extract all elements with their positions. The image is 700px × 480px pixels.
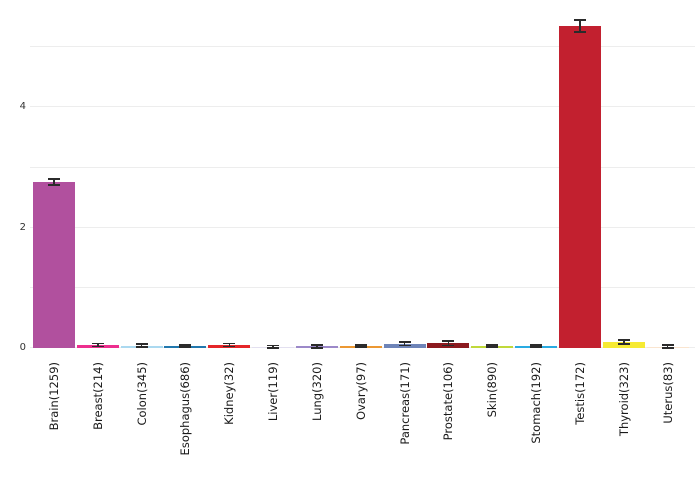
x-axis-label-ovary: Ovary(97) [353, 362, 368, 421]
error-bar-cap-thyroid [617, 342, 630, 345]
error-bar-stomach [535, 344, 537, 348]
error-bar-cap-skin [486, 345, 499, 348]
error-bar-cap-colon [135, 342, 148, 345]
error-bar-cap-brain [48, 184, 60, 186]
error-bar-cap-esophagus [179, 346, 192, 349]
x-axis-label-pancreas: Pancreas(171) [397, 362, 412, 445]
y-axis-tick-label: 2 [19, 221, 26, 233]
error-bar-cap-thyroid [617, 339, 630, 342]
error-bar-testis [579, 19, 581, 32]
error-bar-lung [316, 344, 318, 348]
error-bar-cap-prostate [442, 344, 455, 347]
x-axis-label-colon: Colon(345) [134, 362, 149, 426]
error-bar-kidney [228, 343, 231, 347]
x-axis-label-thyroid: Thyroid(323) [616, 362, 631, 437]
error-bar-cap-skin [486, 344, 499, 346]
x-axis-label-stomach: Stomach(192) [529, 362, 544, 444]
gridline-y4 [30, 106, 695, 108]
error-bar-cap-liver [267, 344, 280, 347]
error-bar-cap-esophagus [179, 344, 192, 346]
x-axis-label-breast: Breast(214) [90, 362, 105, 430]
gridline-y5 [30, 46, 695, 48]
error-bar-cap-pancreas [398, 341, 411, 343]
y-axis-tick-label: 4 [19, 101, 26, 113]
error-bar-colon [140, 343, 143, 348]
error-bar-cap-pancreas [398, 344, 411, 347]
x-axis-label-kidney: Kidney(32) [222, 362, 237, 425]
error-bar-cap-testis [573, 18, 586, 21]
error-bar-cap-liver [267, 347, 280, 349]
error-bar-cap-stomach [530, 344, 543, 346]
error-bar-esophagus [184, 344, 187, 348]
error-bar-cap-kidney [223, 342, 236, 345]
error-bar-cap-ovary [354, 346, 367, 349]
x-axis-label-esophagus: Esophagus(686) [178, 362, 193, 456]
error-bar-cap-uterus [661, 344, 674, 347]
x-axis-label-skin: Skin(890) [485, 362, 500, 418]
error-bar-breast [97, 343, 99, 347]
bar-testis [558, 25, 601, 348]
error-bar-liver [272, 345, 274, 348]
gridline-y1 [30, 286, 695, 288]
x-axis-label-brain: Brain(1259) [47, 362, 61, 431]
gridline-y2 [30, 226, 695, 228]
error-bar-cap-uterus [661, 347, 674, 350]
error-bar-pancreas [403, 341, 406, 346]
error-bar-prostate [447, 340, 450, 346]
error-bar-ovary [360, 344, 362, 348]
y-axis-tick-label: 0 [19, 342, 26, 353]
x-axis-label-uterus: Uterus(83) [660, 362, 675, 424]
x-axis-label-testis: Testis(172) [572, 362, 587, 425]
error-bar-brain [53, 179, 55, 185]
error-bar-cap-lung [310, 343, 323, 346]
plot-area [30, 10, 695, 350]
error-bar-cap-stomach [530, 346, 543, 349]
x-axis-label-prostate: Prostate(106) [441, 362, 456, 441]
error-bar-cap-lung [310, 346, 323, 349]
error-bar-cap-testis [573, 30, 586, 33]
error-bar-thyroid [623, 340, 625, 344]
error-bar-skin [491, 344, 494, 347]
error-bar-cap-prostate [442, 339, 455, 342]
gridline-y3 [30, 166, 695, 168]
bar-thyroid [602, 342, 645, 348]
bar-brain [33, 182, 75, 348]
error-bar-cap-kidney [223, 345, 236, 348]
error-bar-cap-brain [48, 178, 60, 180]
error-bar-cap-ovary [354, 344, 367, 346]
error-bar-cap-breast [91, 345, 104, 348]
x-axis-label-lung: Lung(320) [309, 362, 324, 422]
x-axis-label-liver: Liver(119) [266, 362, 281, 422]
error-bar-uterus [666, 345, 669, 349]
error-bar-cap-breast [91, 342, 104, 345]
error-bar-cap-colon [135, 346, 148, 349]
